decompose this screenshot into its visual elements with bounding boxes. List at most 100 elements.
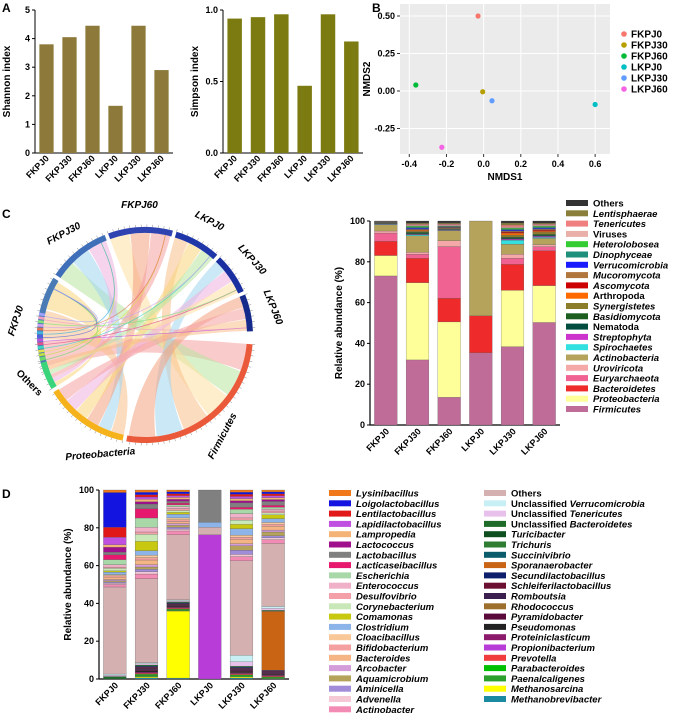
segment-proteobacteria bbox=[500, 290, 525, 347]
sample-label: LKPJ60 bbox=[261, 288, 285, 327]
segment-loigolactobacillus bbox=[103, 492, 127, 528]
segment-euryarchaeota bbox=[532, 246, 556, 251]
legend-swatch bbox=[566, 241, 588, 248]
ring-tick bbox=[248, 304, 252, 306]
segment-uroviricota bbox=[437, 240, 461, 247]
segment-enterococcus bbox=[229, 513, 254, 519]
segment-schleiferilactobacillus bbox=[229, 668, 254, 670]
ring-tick bbox=[75, 418, 78, 422]
sample-arc-fkpj60 bbox=[108, 227, 173, 240]
segment-schleiferilactobacillus bbox=[261, 671, 285, 673]
legend-swatch bbox=[329, 706, 351, 713]
segment-romboutsia bbox=[261, 672, 285, 674]
legend-swatch bbox=[484, 490, 506, 496]
small-arc bbox=[38, 349, 45, 353]
legend-swatch bbox=[566, 251, 588, 258]
ring-tick bbox=[226, 405, 229, 408]
segment-cloacibacillus bbox=[166, 517, 190, 520]
legend-swatch bbox=[566, 303, 588, 309]
segment-lactobacillus bbox=[198, 489, 222, 523]
ring-tick bbox=[237, 277, 240, 280]
segment-lacticaseibacillus bbox=[261, 505, 285, 508]
segment-streptophyta bbox=[532, 236, 556, 238]
segment-lampropedia bbox=[103, 544, 127, 548]
segment-unclassified-bacteroidetes bbox=[134, 664, 159, 667]
legend-swatch bbox=[329, 572, 351, 579]
ring-tick bbox=[40, 298, 43, 301]
segment-mucoromycota bbox=[532, 229, 556, 231]
ring-tick bbox=[174, 438, 176, 442]
bar-fkpj0 bbox=[39, 44, 54, 153]
segment-unclassified-verrucomicrobia bbox=[166, 599, 190, 601]
point-lkpj60 bbox=[439, 144, 445, 150]
legend-swatch bbox=[329, 500, 351, 507]
segment-lysinibacillus bbox=[103, 489, 127, 493]
chord-thin-link bbox=[43, 234, 166, 332]
ring-tick bbox=[112, 229, 114, 232]
panel-label-d: D bbox=[2, 487, 11, 501]
segment-dinophyceae bbox=[500, 228, 525, 231]
segment-streptophyta bbox=[500, 238, 525, 241]
legend-label-taxon: Verrucomicrobia bbox=[570, 499, 645, 510]
segment-lacticaseibacillus bbox=[134, 508, 159, 519]
ring-tick bbox=[37, 360, 41, 362]
segment-lysinibacillus bbox=[166, 489, 190, 492]
legend-label: Bacteroides bbox=[356, 653, 410, 664]
segment-arcobacter bbox=[166, 523, 190, 526]
legend-label: Romboutsia bbox=[511, 592, 566, 603]
segment-bacteroidetes bbox=[500, 264, 525, 291]
legend-swatch bbox=[329, 623, 351, 630]
segment-romboutsia bbox=[166, 604, 190, 606]
segment-unclassified-tenericutes bbox=[134, 663, 159, 666]
segment-euryarchaeota bbox=[500, 258, 525, 265]
legend-swatch bbox=[566, 220, 588, 227]
segment-tenericutes bbox=[437, 223, 461, 226]
legend-label: Enterococcus bbox=[356, 581, 419, 592]
segment-uroviricota bbox=[405, 251, 430, 255]
segment-actinobacter bbox=[229, 556, 254, 561]
x-tick-label: -0.2 bbox=[439, 159, 455, 169]
legend-label: Unclassified Tenericutes bbox=[511, 509, 623, 520]
legend-swatch bbox=[621, 86, 627, 92]
x-tick-label: LKPJ30 bbox=[487, 426, 517, 456]
legend-swatch bbox=[566, 323, 588, 330]
ring-tick bbox=[116, 439, 118, 442]
legend-label: Advenella bbox=[355, 695, 401, 706]
segment-bifidobacterium bbox=[261, 524, 285, 527]
legend-label: Paenalcaligenes bbox=[511, 674, 585, 685]
segment-pyramidobacter bbox=[229, 670, 254, 672]
legend-label: Streptophyta bbox=[593, 332, 652, 343]
legend-label: Pseudomonas bbox=[511, 622, 576, 633]
bar-lkpj30 bbox=[131, 25, 146, 154]
legend-swatch bbox=[566, 333, 588, 340]
ring-tick bbox=[121, 440, 123, 444]
ring-tick bbox=[41, 371, 44, 374]
legend-label: Uroviricota bbox=[593, 363, 643, 374]
legend-swatch bbox=[329, 675, 351, 682]
x-tick-label: FKPJ60 bbox=[153, 680, 183, 710]
segment-lapidilactobacillus bbox=[166, 495, 190, 498]
segment-proteobacteria bbox=[374, 255, 398, 277]
legend-swatch bbox=[484, 665, 506, 672]
segment-others bbox=[261, 543, 285, 607]
segment-tenericutes bbox=[405, 223, 430, 226]
segment-unclassified-verrucomicrobia bbox=[103, 673, 127, 676]
sample-arc-lkpj30 bbox=[215, 257, 244, 294]
legend-label: Lacticaseibacillus bbox=[356, 561, 437, 572]
legend-swatch bbox=[329, 644, 351, 651]
legend-swatch bbox=[621, 31, 627, 37]
ring-tick bbox=[52, 393, 55, 396]
segment-unclassified-tenericutes bbox=[229, 661, 254, 667]
chord-link bbox=[87, 233, 150, 426]
legend-label: Arcobacter bbox=[355, 664, 407, 675]
segment-lysinibacillus bbox=[134, 489, 159, 493]
y-tick-label: 0 bbox=[360, 420, 365, 430]
segment-clostridium bbox=[103, 571, 127, 575]
ring-tick bbox=[248, 366, 251, 368]
y-tick-label: 1 bbox=[25, 119, 30, 129]
genus-legend: LysinibacillusLoigolactobacillusLentilac… bbox=[329, 489, 645, 716]
legend-label: Loigolactobacillus bbox=[356, 499, 439, 510]
legend-swatch bbox=[484, 551, 506, 558]
legend-label: Aminicella bbox=[355, 684, 404, 695]
